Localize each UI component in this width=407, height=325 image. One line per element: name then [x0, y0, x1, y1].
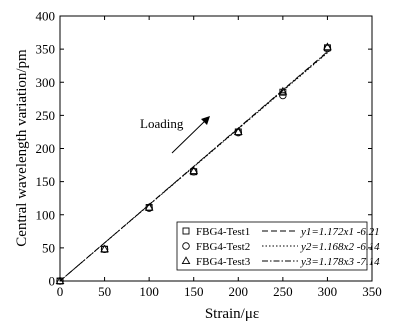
x-tick-label: 350 [362, 284, 382, 299]
data-point-series-2 [189, 167, 198, 176]
legend-series-label: FBG4-Test3 [196, 256, 251, 268]
y-tick-label: 250 [36, 108, 56, 123]
data-markers [55, 42, 332, 285]
legend-marker [182, 242, 190, 250]
legend-series-label: FBG4-Test1 [196, 226, 250, 238]
data-point-series-3 [144, 202, 154, 211]
data-point-series-3 [55, 276, 65, 285]
y-axis-label: Central wavelength variation/pm [14, 49, 30, 247]
y-tick-label: 400 [36, 9, 56, 24]
x-tick-label: 100 [139, 284, 159, 299]
loading-arrow-head [201, 116, 210, 125]
legend-series-label: FBG4-Test2 [196, 241, 250, 253]
legend: FBG4-Test1 y1=1.172x1 -6.21 FBG4-Test2 y2=1… [176, 221, 380, 271]
loading-arrow [171, 118, 208, 154]
x-tick-label: 300 [318, 284, 338, 299]
data-point-series-3 [233, 127, 243, 135]
legend-fit-label: y3=1.178x3 -7.14 [300, 256, 380, 268]
legend-box [176, 221, 368, 271]
y-tick-label: 0 [49, 274, 56, 289]
axes: 0 50 100 150 200 250 300 350 0 50 100 150 200 250 300 3… [36, 9, 382, 300]
y-tick-label: 350 [36, 42, 56, 57]
data-point-series-3 [189, 166, 199, 175]
data-point-series-3 [323, 42, 332, 51]
data-point-series-2 [279, 91, 287, 100]
x-tick-label: 0 [57, 284, 64, 299]
x-tick-label: 250 [273, 284, 293, 299]
y-tick-label: 200 [36, 141, 56, 156]
fit-line-3 [59, 51, 328, 282]
legend-marker [181, 256, 191, 265]
loading-annotation: Loading [140, 116, 210, 154]
data-point-series-3 [100, 244, 109, 253]
x-tick-label: 50 [98, 284, 111, 299]
x-tick-label: 150 [184, 284, 204, 299]
data-point-series-3 [278, 86, 288, 95]
legend-fit-label: y1=1.172x1 -6.21 [300, 226, 380, 238]
legend-marker [182, 227, 190, 235]
data-point-series-2 [234, 128, 243, 137]
legend-fit-label: y2=1.168x2 -6.14 [300, 241, 380, 253]
y-tick-label: 50 [42, 240, 55, 255]
y-tick-label: 300 [36, 75, 56, 90]
y-tick-label: 100 [36, 207, 56, 222]
y-tick-label: 150 [36, 174, 56, 189]
x-axis-label: Strain/με [205, 306, 259, 322]
data-point-series-2 [145, 204, 153, 212]
loading-label: Loading [140, 116, 184, 131]
x-tick-label: 200 [229, 284, 249, 299]
